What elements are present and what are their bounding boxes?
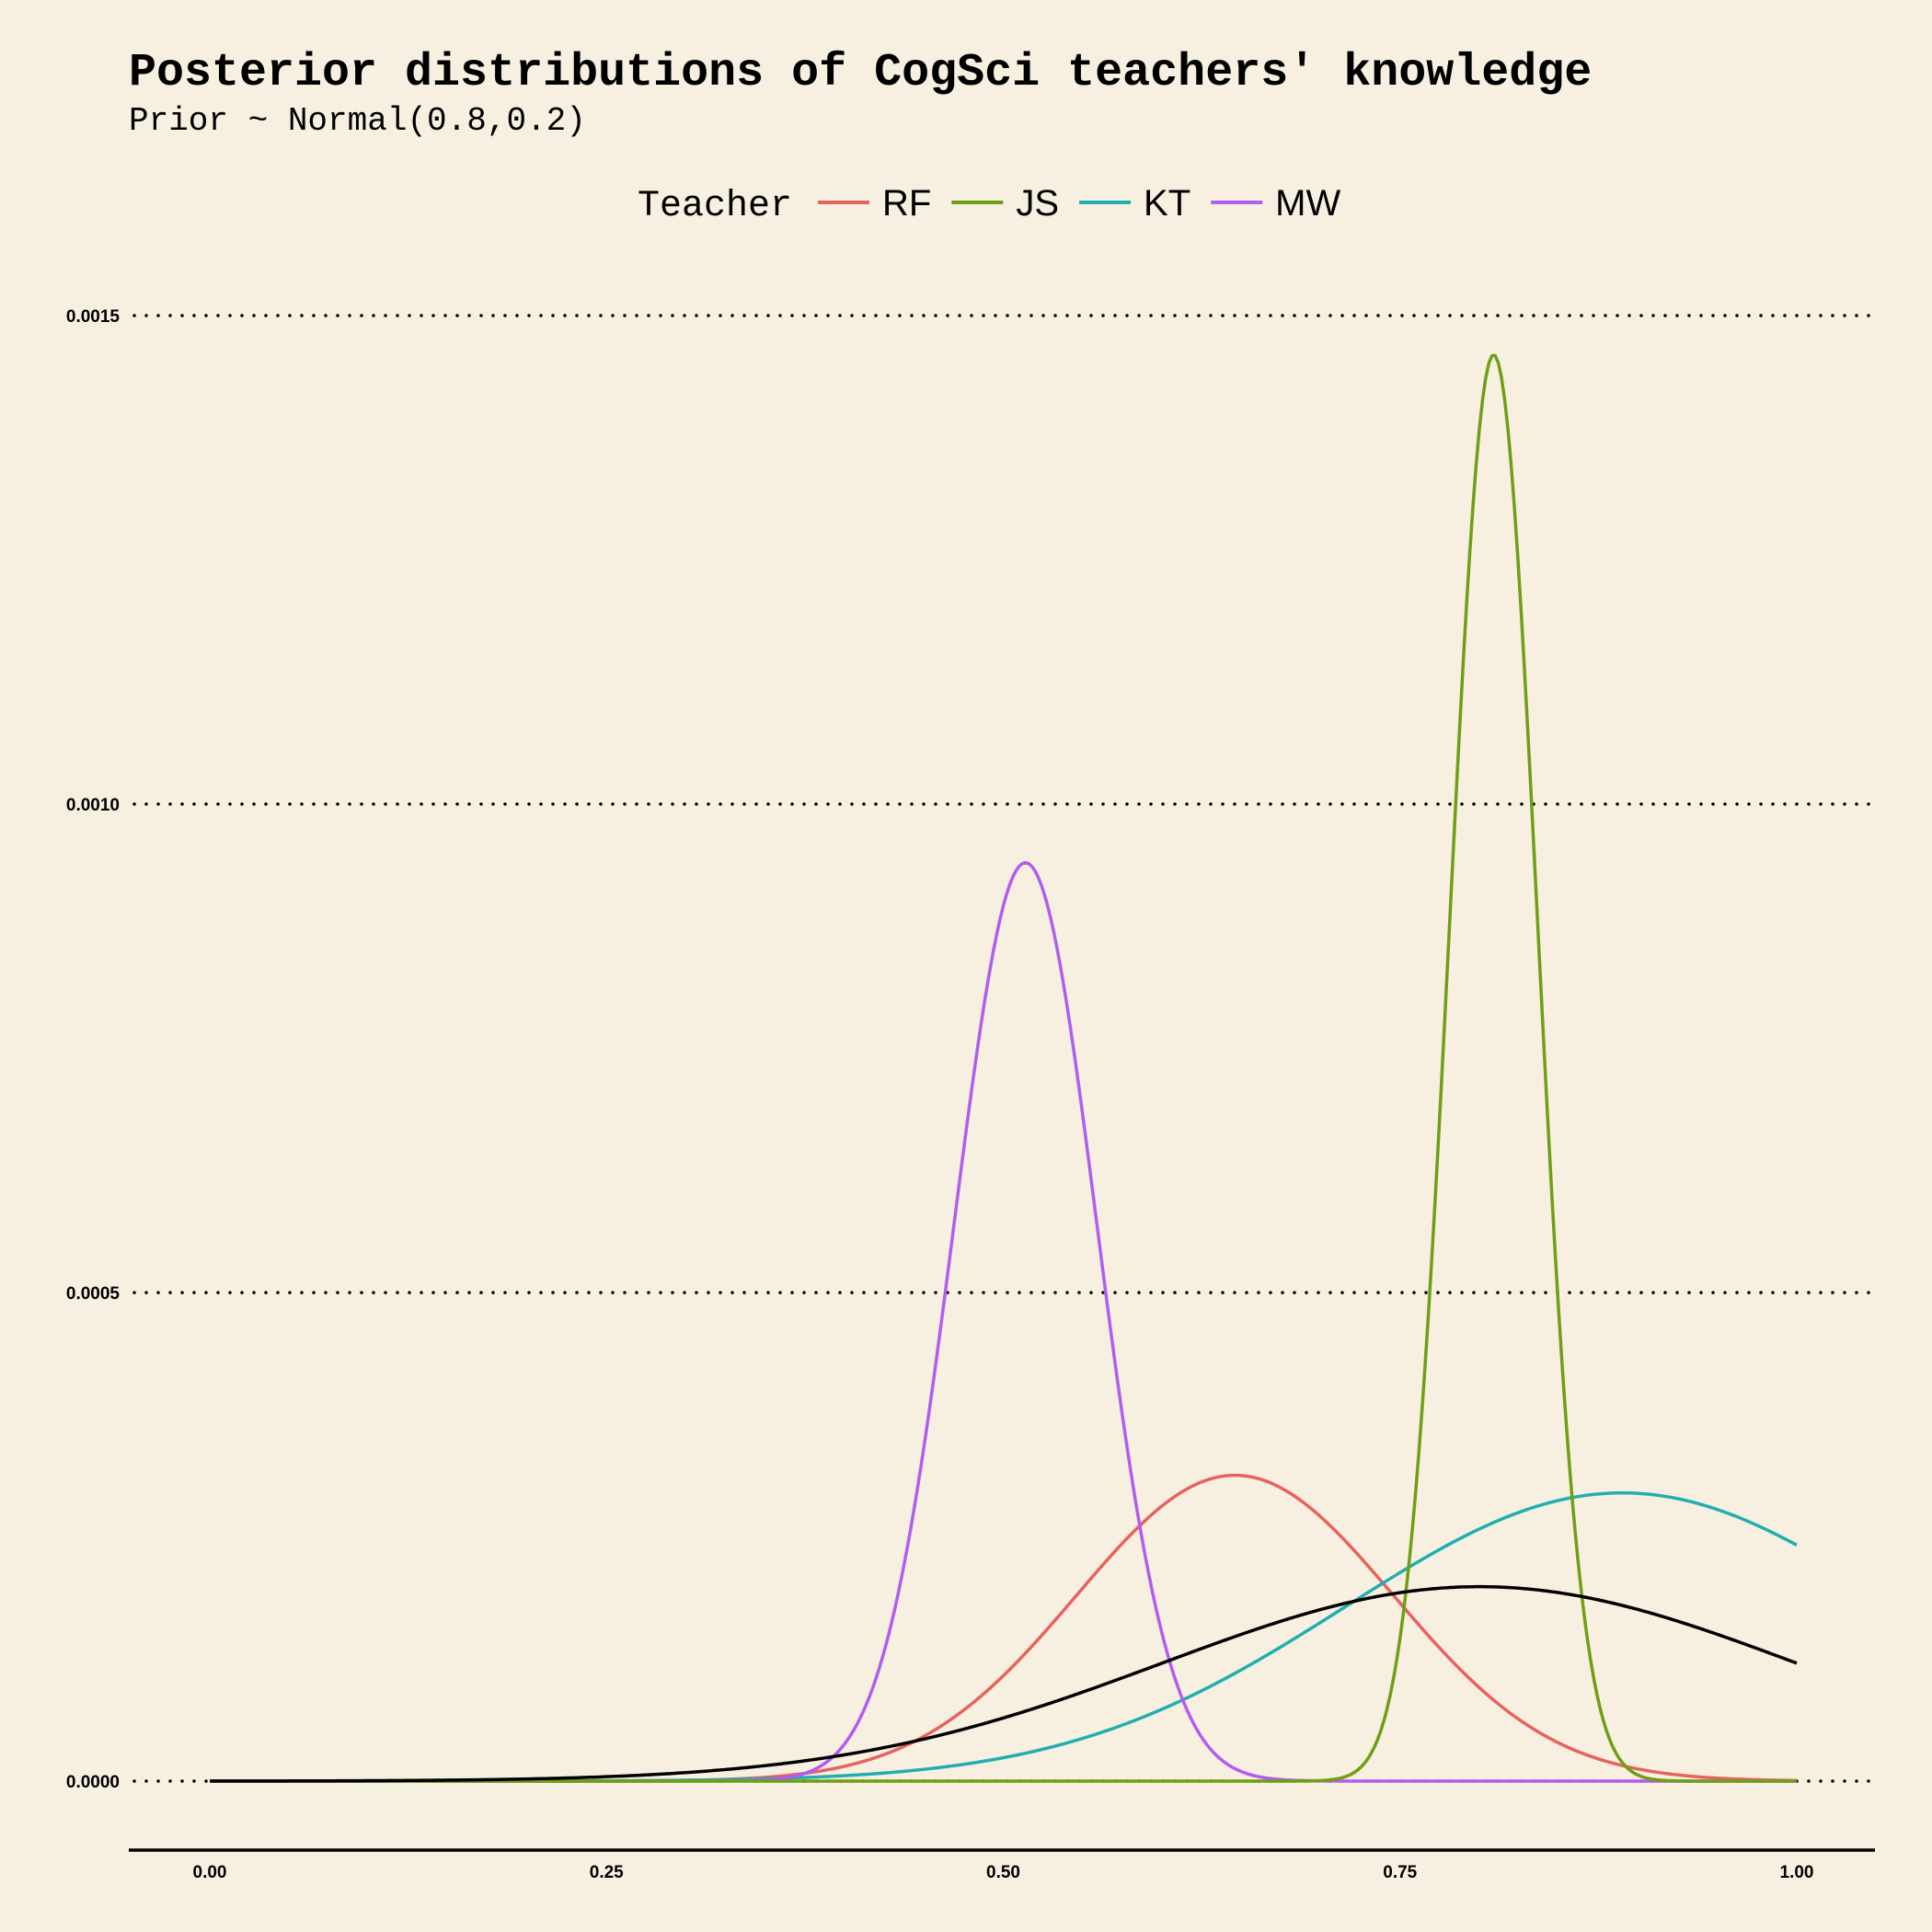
series-line-prior xyxy=(210,1584,1798,1783)
chart-title: Posterior distributions of CogSci teache… xyxy=(129,47,1592,99)
legend-label-mw: MW xyxy=(1275,183,1340,224)
x-axis-ticks: 0.00 0.25 0.50 0.75 1.00 xyxy=(193,1863,1814,1882)
density-curves xyxy=(210,353,1798,1783)
series-line-rf xyxy=(210,1473,1798,1783)
y-tick-label: 0.0010 xyxy=(66,796,120,815)
x-tick-label: 0.75 xyxy=(1383,1863,1417,1882)
y-tick-label: 0.0005 xyxy=(66,1284,121,1304)
x-tick-label: 1.00 xyxy=(1780,1863,1814,1882)
series-line-kt xyxy=(210,1490,1798,1783)
x-tick-label: 0.25 xyxy=(590,1863,624,1882)
legend-title: Teacher xyxy=(638,186,792,227)
x-tick-label: 0.00 xyxy=(193,1863,227,1882)
legend: Teacher RF JS KT MW xyxy=(638,183,1340,227)
chart-subtitle: Prior ~ Normal(0.8,0.2) xyxy=(129,102,586,140)
y-axis-ticks: 0.0000 0.0005 0.0010 0.0015 xyxy=(66,307,121,1792)
y-tick-label: 0.0000 xyxy=(66,1773,120,1792)
x-tick-label: 0.50 xyxy=(986,1863,1020,1882)
legend-label-js: JS xyxy=(1016,183,1059,224)
legend-label-rf: RF xyxy=(882,183,931,224)
legend-label-kt: KT xyxy=(1144,183,1190,224)
series-line-js xyxy=(210,353,1797,1783)
y-tick-label: 0.0015 xyxy=(66,307,121,327)
gridlines xyxy=(132,314,1877,1783)
